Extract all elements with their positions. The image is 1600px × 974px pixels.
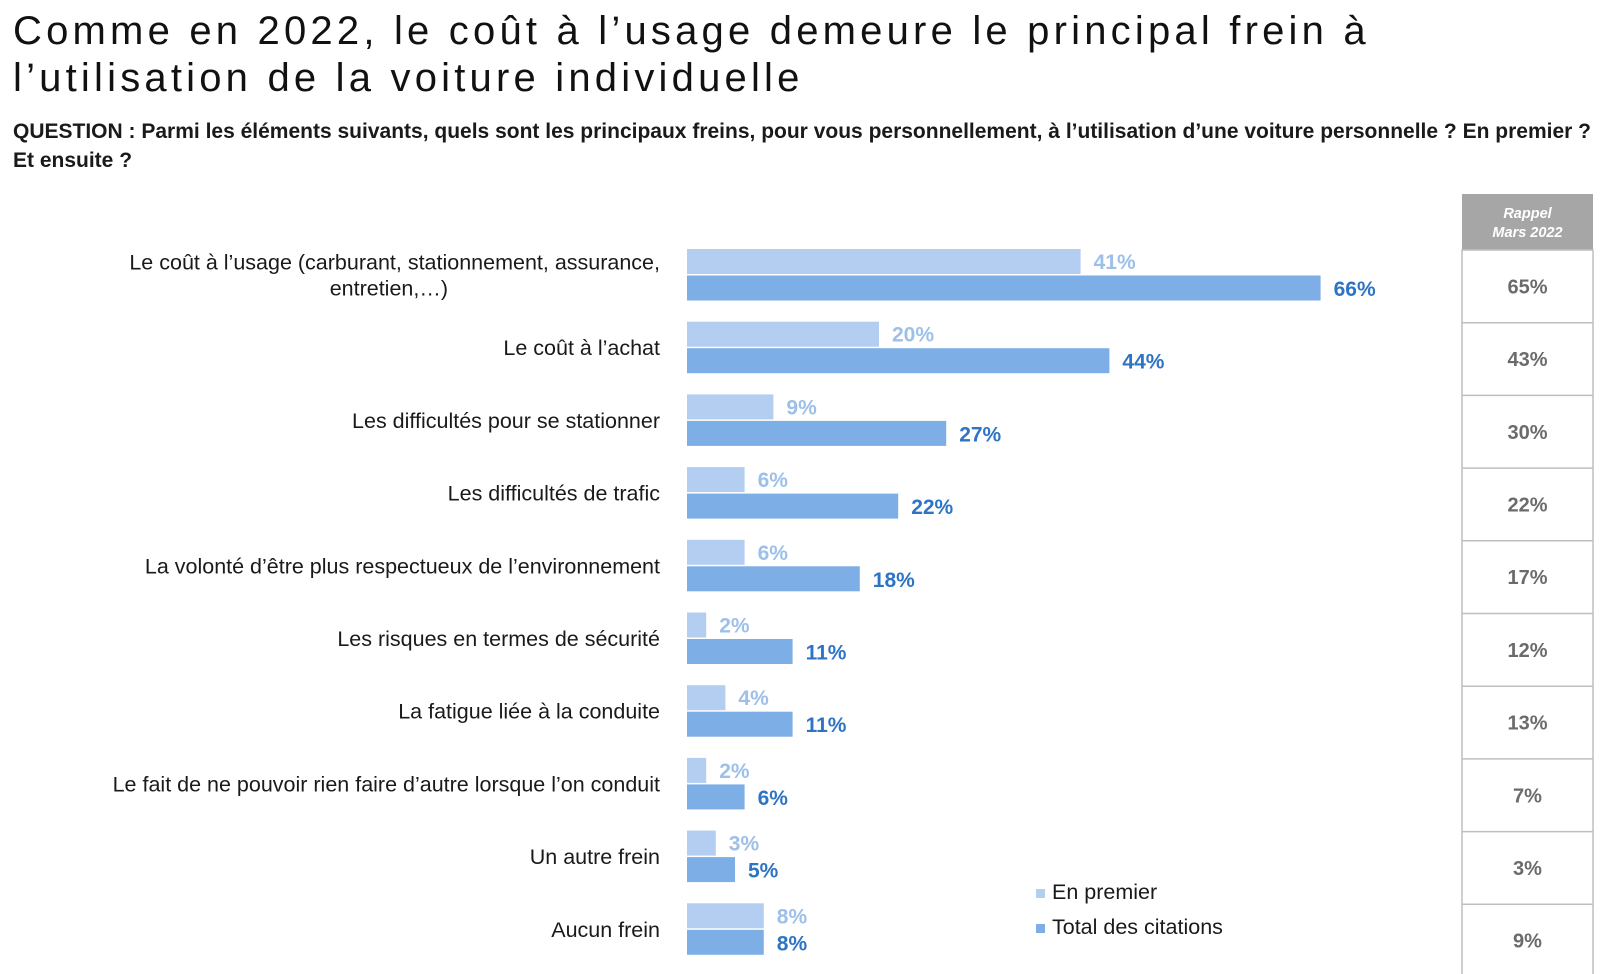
value-label-total: 22% [911, 496, 953, 519]
rappel-value: 22% [1507, 494, 1547, 516]
bar-total [687, 275, 1321, 301]
legend-swatch [1036, 889, 1045, 898]
value-label-total: 8% [777, 932, 808, 955]
rappel-value: 17% [1507, 567, 1547, 589]
rappel-value: 12% [1507, 640, 1547, 662]
legend-label: Total des citations [1052, 915, 1223, 939]
value-label-total: 18% [873, 569, 915, 592]
rappel-header-label: Rappel [1503, 206, 1552, 222]
category-label: La fatigue liée à la conduite [398, 700, 660, 724]
value-label-first: 8% [777, 905, 808, 928]
bar-first [687, 467, 745, 493]
value-label-first: 4% [738, 687, 769, 710]
bar-total [687, 784, 745, 810]
rappel-value: 43% [1507, 349, 1547, 371]
bar-first [687, 685, 726, 711]
bar-total [687, 857, 735, 883]
bar-first [687, 903, 764, 929]
value-label-first: 41% [1094, 251, 1136, 274]
value-label-total: 11% [806, 714, 847, 737]
bar-first [687, 539, 745, 565]
value-label-first: 6% [758, 469, 789, 492]
page-title: Comme en 2022, le coût à l’usage demeure… [13, 9, 1370, 100]
value-label-first: 9% [786, 396, 817, 419]
bar-first [687, 249, 1081, 274]
category-label: La volonté d’être plus respectueux de l’… [145, 554, 660, 578]
rappel-header-date: Mars 2022 [1492, 225, 1562, 241]
value-label-total: 44% [1122, 351, 1164, 374]
category-label: Le coût à l’achat [503, 336, 660, 360]
value-label-total: 5% [748, 860, 779, 883]
rappel-header-box [1462, 194, 1593, 250]
bar-first [687, 757, 707, 783]
bar-first [687, 830, 716, 856]
rappel-value: 13% [1507, 713, 1547, 735]
bar-first [687, 612, 707, 638]
category-label: Les risques en termes de sécurité [337, 627, 660, 651]
bar-first [687, 321, 879, 347]
value-label-first: 2% [719, 615, 750, 638]
value-label-first: 20% [892, 324, 934, 347]
bar-total [687, 929, 764, 955]
bar-total [687, 420, 947, 446]
category-label: Aucun frein [551, 918, 660, 942]
category-label: entretien,…) [330, 277, 448, 301]
value-label-first: 6% [758, 542, 789, 565]
category-label: Les difficultés de trafic [448, 482, 661, 506]
category-label: Le coût à l’usage (carburant, stationnem… [129, 251, 660, 275]
bar-total [687, 566, 860, 592]
bar-total [687, 639, 793, 664]
legend-swatch [1036, 924, 1045, 933]
rappel-value: 30% [1507, 422, 1547, 444]
category-label: Un autre frein [530, 845, 660, 869]
value-label-first: 2% [719, 760, 750, 783]
bar-total [687, 348, 1110, 374]
value-label-total: 27% [959, 423, 1001, 446]
rappel-value: 7% [1513, 785, 1542, 807]
value-label-total: 11% [806, 642, 847, 665]
bar-total [687, 711, 793, 737]
rappel-value: 65% [1507, 276, 1547, 298]
bar-total [687, 493, 899, 519]
rappel-value: 3% [1513, 858, 1542, 880]
legend-label: En premier [1052, 880, 1157, 904]
question-text: QUESTION : Parmi les éléments suivants, … [13, 120, 1591, 172]
category-label: Les difficultés pour se stationner [352, 409, 660, 433]
value-label-total: 6% [758, 787, 789, 810]
category-label: Le fait de ne pouvoir rien faire d’autre… [113, 772, 660, 796]
rappel-value: 9% [1513, 931, 1542, 953]
value-label-first: 3% [729, 833, 760, 856]
value-label-total: 66% [1334, 278, 1376, 301]
bar-first [687, 394, 774, 420]
